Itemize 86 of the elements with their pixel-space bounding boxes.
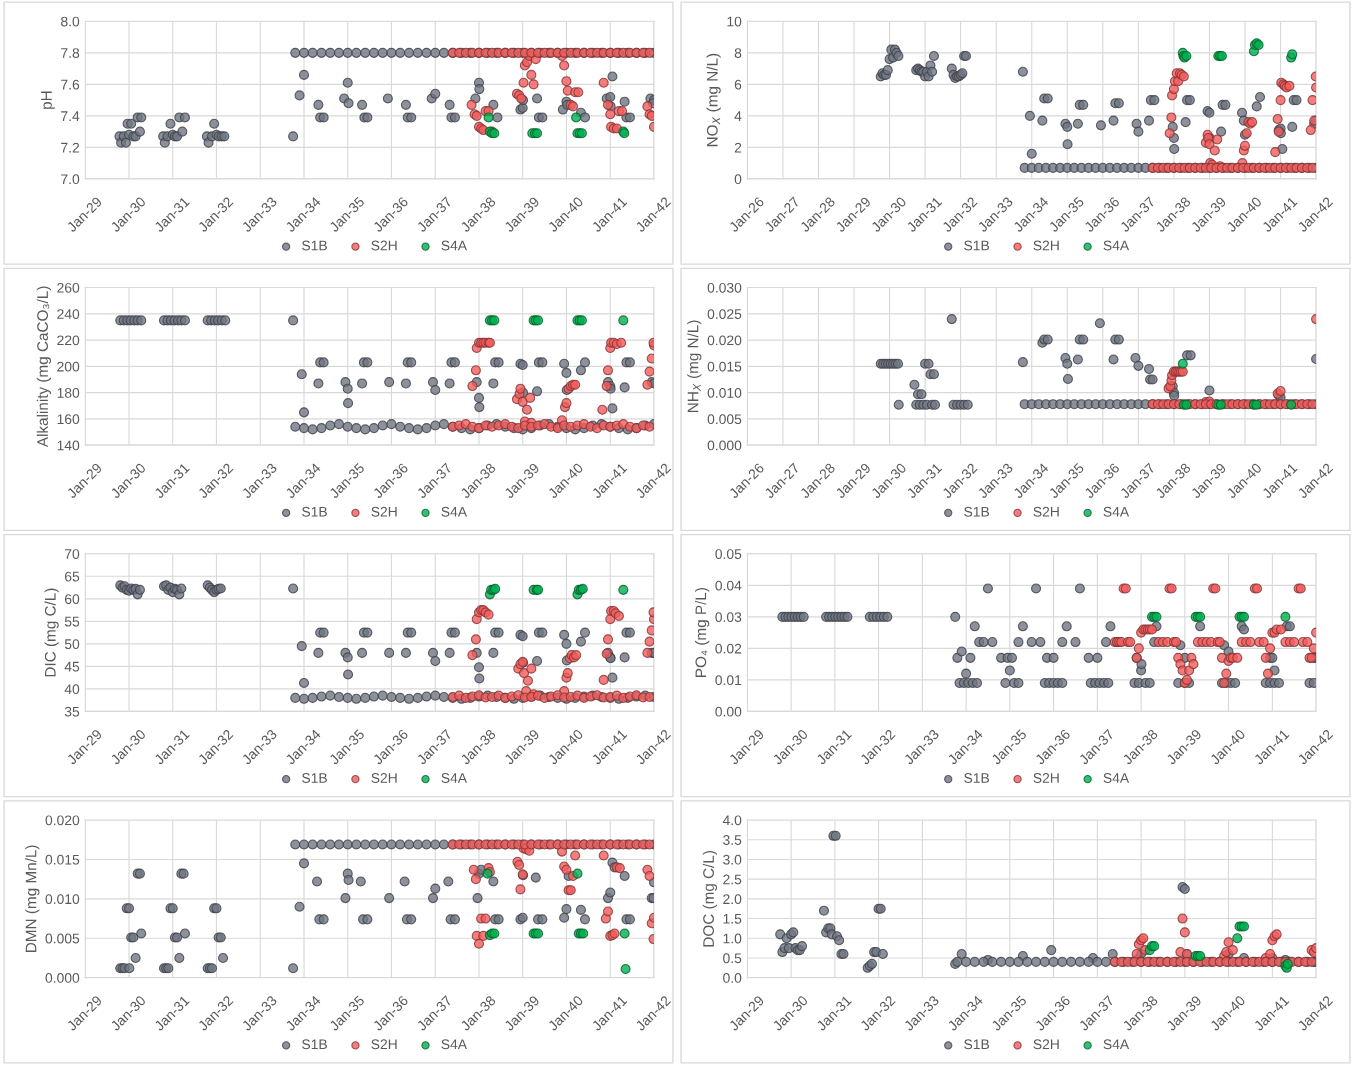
legend-label: S1B: [964, 506, 990, 517]
y-tick-label: 7.4: [61, 111, 80, 121]
y-tick-label: 0.020: [707, 335, 742, 346]
y-tick-label: 6: [734, 79, 742, 90]
y-tick-label: 0.015: [707, 361, 742, 372]
y-tick-label: 0.0: [723, 973, 742, 983]
y-tick-label: 200: [57, 361, 80, 372]
y-tick-label: 65: [65, 571, 80, 582]
y-tick-label: 0.00: [715, 706, 742, 717]
y-tick-label: 240: [57, 309, 80, 319]
y-tick-label: 50: [64, 639, 80, 650]
legend-label: S2H: [371, 773, 397, 783]
legend-label: S2H: [371, 1039, 397, 1050]
y-tick-label: 7.8: [61, 48, 80, 58]
y-tick-label: 2: [734, 142, 742, 153]
y-axis-title: NO$_{X}$ (mg N/L): [706, 53, 721, 147]
legend-label: S4A: [1103, 240, 1130, 251]
legend-label: S4A: [441, 773, 468, 783]
y-tick-label: 10: [727, 16, 742, 27]
y-tick-label: 7.6: [61, 79, 80, 90]
legend-label: S4A: [1103, 1039, 1130, 1050]
y-tick-label: 7.0: [61, 174, 80, 185]
y-tick-label: 0.015: [45, 854, 80, 865]
y-tick-label: 7.2: [61, 142, 80, 153]
legend-label: S1B: [964, 1039, 990, 1050]
legend-label: S1B: [302, 773, 327, 783]
y-tick-label: 2.0: [723, 894, 742, 905]
y-tick-label: 0.03: [715, 612, 742, 623]
legend-label: S1B: [302, 240, 327, 251]
legend-label: S2H: [1033, 506, 1059, 517]
y-tick-label: 1.5: [723, 914, 742, 924]
y-tick-label: 1.0: [723, 933, 742, 944]
y-tick-label: 3.5: [723, 835, 742, 845]
y-tick-label: 45: [64, 661, 80, 672]
y-axis-title: PO₄ (mg P/L): [695, 587, 710, 677]
y-tick-label: 0.000: [45, 973, 80, 983]
y-tick-label: 55: [64, 616, 80, 627]
legend-label: S4A: [441, 1039, 468, 1050]
legend-label: S2H: [371, 240, 397, 251]
legend-label: S2H: [1033, 1039, 1059, 1050]
y-tick-label: 4: [734, 111, 742, 121]
y-axis-title: pH: [41, 91, 55, 109]
y-tick-label: 0.005: [45, 933, 80, 944]
y-tick-label: 0.025: [707, 309, 742, 319]
y-axis-title: NH$_{X}$ (mg N/L): [687, 320, 702, 412]
y-tick-label: 0.030: [707, 282, 742, 293]
y-tick-label: 0.020: [45, 815, 80, 826]
y-tick-label: 8: [734, 48, 742, 58]
legend-label: S4A: [441, 240, 468, 251]
y-tick-label: 180: [57, 387, 80, 398]
y-tick-label: 8.0: [61, 16, 80, 27]
y-tick-label: 4.0: [722, 815, 742, 826]
legend-label: S2H: [371, 506, 397, 517]
y-tick-label: 70: [65, 549, 80, 559]
y-tick-label: 2.5: [723, 874, 742, 885]
y-tick-label: 140: [57, 440, 80, 451]
legend-label: S1B: [302, 1039, 327, 1050]
y-axis-title: DIC (mg C/L): [44, 588, 59, 677]
legend-label: S4A: [1103, 506, 1130, 517]
legend-label: S1B: [964, 240, 990, 251]
y-tick-label: 0.005: [707, 414, 742, 425]
y-tick-label: 160: [57, 414, 80, 425]
legend-label: S2H: [1033, 773, 1059, 783]
y-tick-label: 0.000: [707, 440, 742, 451]
y-tick-label: 3.0: [723, 854, 742, 865]
y-tick-label: 0.010: [707, 387, 742, 398]
legend-label: S4A: [441, 506, 468, 517]
legend-label: S1B: [964, 773, 990, 783]
legend-label: S1B: [302, 506, 327, 517]
y-axis-title: Alkalinity (mg CaCO₃/L): [36, 286, 52, 448]
y-tick-label: 220: [57, 335, 80, 346]
y-tick-label: 0.01: [715, 675, 742, 686]
y-tick-label: 0.05: [715, 549, 742, 559]
y-axis-title: DMN (mg Mn/L): [25, 845, 40, 952]
legend-label: S4A: [1103, 773, 1130, 783]
y-tick-label: 35: [64, 706, 80, 717]
y-axis-title: DOC (mg C/L): [702, 851, 717, 947]
y-tick-label: 0.010: [45, 894, 80, 905]
legend-label: S2H: [1033, 240, 1059, 251]
y-tick-label: 0.5: [723, 953, 742, 964]
y-tick-label: 0: [734, 174, 742, 185]
y-tick-label: 260: [57, 282, 80, 293]
y-tick-label: 60: [65, 594, 80, 604]
y-tick-label: 0.04: [715, 580, 742, 591]
y-tick-label: 40: [64, 684, 80, 695]
y-tick-label: 0.02: [715, 643, 742, 654]
